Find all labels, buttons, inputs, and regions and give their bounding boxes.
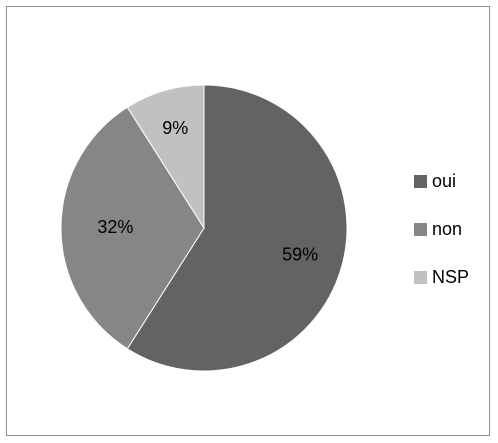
legend-label-oui: oui (432, 170, 457, 191)
pie-slice-non (60, 106, 205, 350)
legend-swatch-non (414, 222, 427, 236)
legend: oui non NSP (414, 168, 469, 312)
legend-item-non: non (414, 216, 469, 242)
pie-slice-oui (126, 84, 348, 372)
legend-label-nsp: NSP (432, 266, 470, 287)
data-label-non: 32% (97, 217, 133, 237)
legend-swatch-nsp (414, 270, 427, 284)
legend-item-nsp: NSP (414, 264, 469, 290)
pie-slice-nsp (126, 84, 205, 230)
data-label-oui: 59% (282, 245, 318, 265)
legend-swatch-oui (414, 174, 427, 188)
legend-label-non: non (432, 218, 463, 239)
data-label-nsp: 9% (162, 118, 188, 138)
legend-item-oui: oui (414, 168, 469, 194)
